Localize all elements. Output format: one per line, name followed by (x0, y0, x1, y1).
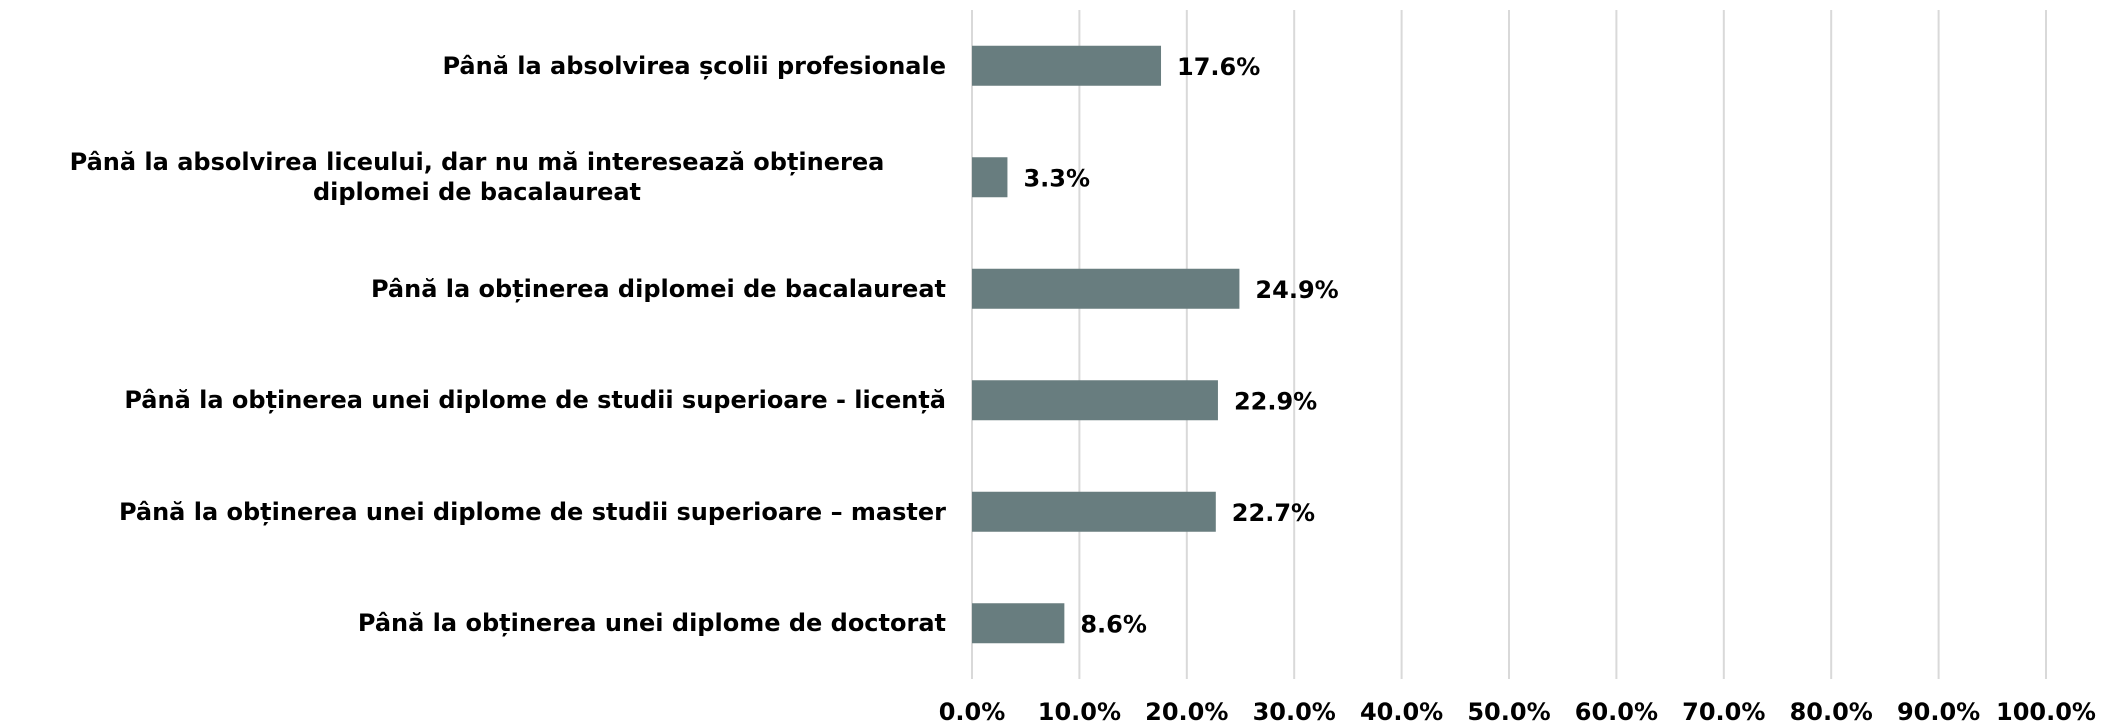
category-label-box: Până la absolvirea liceului, dar nu mă i… (8, 127, 946, 227)
y-tick-label: Până la obținerea unei diplome de studii… (124, 386, 946, 415)
x-tick-label: 70.0% (1682, 698, 1765, 725)
data-label: 24.9% (1255, 276, 1338, 304)
x-tick-label: 100.0% (1996, 698, 2096, 725)
category-label-box: Până la absolvirea școlii profesionale (8, 16, 946, 116)
category-label-box: Până la obținerea unei diplome de studii… (8, 350, 946, 450)
bar (972, 157, 1008, 198)
x-tick-label: 10.0% (1038, 698, 1121, 725)
x-tick-label: 40.0% (1360, 698, 1443, 725)
y-tick-label: Până la obținerea unei diplome de doctor… (357, 609, 946, 638)
x-tick-label: 60.0% (1575, 698, 1658, 725)
x-tick-label: 30.0% (1253, 698, 1336, 725)
data-label: 17.6% (1177, 53, 1260, 81)
x-tick-label: 50.0% (1467, 698, 1550, 725)
bar (972, 45, 1162, 86)
bar (972, 268, 1240, 309)
bar (972, 380, 1218, 421)
x-tick-label: 80.0% (1790, 698, 1873, 725)
data-label: 8.6% (1080, 610, 1147, 638)
x-tick-label: 90.0% (1897, 698, 1980, 725)
data-label: 22.7% (1232, 499, 1315, 527)
bar (972, 603, 1065, 644)
y-tick-label: Până la absolvirea școlii profesionale (442, 51, 946, 80)
data-label: 22.9% (1234, 387, 1317, 415)
category-label-box: Până la obținerea unei diplome de doctor… (8, 573, 946, 673)
x-tick-label: 20.0% (1145, 698, 1228, 725)
bar (972, 491, 1216, 532)
y-tick-label: Până la obținerea diplomei de bacalaurea… (370, 274, 946, 303)
category-label-box: Până la obținerea diplomei de bacalaurea… (8, 239, 946, 339)
category-label-box: Până la obținerea unei diplome de studii… (8, 462, 946, 562)
x-tick-label: 0.0% (939, 698, 1006, 725)
y-tick-label: Până la obținerea unei diplome de studii… (118, 497, 946, 526)
y-tick-label: Până la absolvirea liceului, dar nu mă i… (69, 148, 885, 207)
data-label: 3.3% (1023, 164, 1090, 192)
